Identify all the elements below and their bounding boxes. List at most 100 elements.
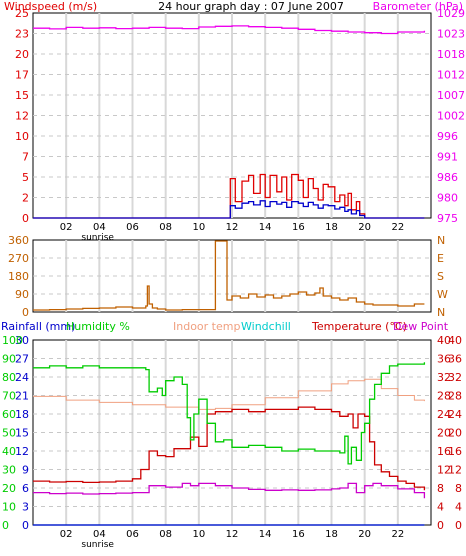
temperature-right-tick-label: 40 xyxy=(437,334,451,347)
temperature-x-tick-label: 20 xyxy=(358,529,371,540)
temperature-right-tick-label: 32 xyxy=(437,371,451,384)
temperature-left-tick-label: 6 xyxy=(22,482,29,495)
wind-right-tick-label: 1029 xyxy=(437,7,465,20)
temperature-right-tick-label: 4 xyxy=(437,501,444,514)
temperature-x-tick-label: 22 xyxy=(391,529,404,540)
temperature-left-tick-label: 27 xyxy=(15,353,29,366)
wind-x-tick-label: 04 xyxy=(93,222,106,233)
temperature-right2-tick-label: 24 xyxy=(448,408,462,421)
wind-x-tick-label: 12 xyxy=(226,222,239,233)
temperature-right-tick-label: 12 xyxy=(437,464,451,477)
temperature-x-tick-label: 12 xyxy=(226,529,239,540)
wind-right-tick-label: 1023 xyxy=(437,28,465,41)
wind-left-tick-label: 10 xyxy=(15,130,29,143)
legend-rainfall: Rainfall (mm) xyxy=(1,320,75,333)
wind-x-tick-label: 10 xyxy=(192,222,205,233)
wind-x-tick-label: 18 xyxy=(325,222,338,233)
temperature-right2-tick-label: 4 xyxy=(455,501,462,514)
graph-title: 24 hour graph day : 07 June 2007 xyxy=(158,0,344,13)
temperature-right-tick-label: 16 xyxy=(437,445,451,458)
wind-direction-line xyxy=(33,240,425,311)
legend-temperature: Temperature (°C) xyxy=(311,320,407,333)
direction-left-tick-label: 360 xyxy=(8,234,29,247)
temperature-x-tick-label: 08 xyxy=(159,529,172,540)
temperature-x-tick-label: 04 xyxy=(93,529,106,540)
wind-right-tick-label: 1002 xyxy=(437,110,465,123)
wind-left-tick-label: 17 xyxy=(15,69,29,82)
humidity-tick-label: 100 xyxy=(2,334,23,347)
windspeed-line xyxy=(33,200,425,219)
legend-indoor-temp: Indoor temp xyxy=(173,320,240,333)
gust-line xyxy=(33,173,425,219)
temperature-right2-tick-label: 36 xyxy=(448,353,462,366)
direction-left-tick-label: 90 xyxy=(15,288,29,301)
temperature-right2-tick-label: 28 xyxy=(448,390,462,403)
humidity-tick-label: 70 xyxy=(2,390,16,403)
legend-humidity: Humidity % xyxy=(66,320,130,333)
wind-right-tick-label: 991 xyxy=(437,151,458,164)
wind-left-tick-label: 23 xyxy=(15,28,29,41)
temperature-right2-tick-label: 12 xyxy=(448,464,462,477)
humidity-tick-label: 40 xyxy=(2,445,16,458)
temperature-left-tick-label: 24 xyxy=(15,371,29,384)
wind-left-tick-label: 7 xyxy=(22,151,29,164)
temperature-x-tick-label: 18 xyxy=(325,529,338,540)
wind-right-tick-label: 975 xyxy=(437,212,458,225)
humidity-tick-label: 90 xyxy=(2,353,16,366)
wind-right-tick-label: 996 xyxy=(437,130,458,143)
direction-right-tick-label: N xyxy=(437,306,445,319)
temperature-right-tick-label: 36 xyxy=(437,353,451,366)
legend-windchill: Windchill xyxy=(241,320,291,333)
temperature-left-tick-label: 15 xyxy=(15,427,29,440)
wind-left-tick-label: 20 xyxy=(15,48,29,61)
temperature-right2-tick-label: 8 xyxy=(455,482,462,495)
wind-right-tick-label: 986 xyxy=(437,171,458,184)
windspeed-title: Windspeed (m/s) xyxy=(4,0,97,13)
wind-x-tick-label: 16 xyxy=(292,222,305,233)
temperature-sunrise-label: sunrise xyxy=(81,540,114,550)
temperature-right2-tick-label: 40 xyxy=(448,334,462,347)
wind-right-tick-label: 1018 xyxy=(437,48,465,61)
wind-sunrise-label: sunrise xyxy=(81,233,114,243)
direction-right-tick-label: S xyxy=(437,270,444,283)
temperature-left-tick-label: 3 xyxy=(22,501,29,514)
temperature-right2-tick-label: 16 xyxy=(448,445,462,458)
temperature-right-tick-label: 28 xyxy=(437,390,451,403)
temperature-left-tick-label: 9 xyxy=(22,464,29,477)
wind-x-tick-label: 20 xyxy=(358,222,371,233)
wind-right-tick-label: 1012 xyxy=(437,69,465,82)
humidity-tick-label: 80 xyxy=(2,371,16,384)
temperature-x-tick-label: 06 xyxy=(126,529,139,540)
humidity-tick-label: 10 xyxy=(2,501,16,514)
temperature-left-tick-label: 12 xyxy=(15,445,29,458)
dew-point-line xyxy=(33,482,426,499)
indoor-temp-line xyxy=(33,378,425,410)
wind-x-tick-label: 22 xyxy=(391,222,404,233)
wind-left-tick-label: 25 xyxy=(15,7,29,20)
barometer-line xyxy=(33,25,426,35)
temperature-right-tick-label: 8 xyxy=(437,482,444,495)
temperature-left-tick-label: 0 xyxy=(22,519,29,532)
temperature-right-tick-label: 20 xyxy=(437,427,451,440)
wind-x-tick-label: 14 xyxy=(259,222,272,233)
temperature-right-tick-label: 24 xyxy=(437,408,451,421)
temperature-left-tick-label: 30 xyxy=(15,334,29,347)
wind-x-tick-label: 02 xyxy=(60,222,73,233)
wind-left-tick-label: 15 xyxy=(15,89,29,102)
wind-left-tick-label: 12 xyxy=(15,110,29,123)
humidity-tick-label: 50 xyxy=(2,427,16,440)
wind-left-tick-label: 0 xyxy=(22,212,29,225)
direction-left-tick-label: 0 xyxy=(22,306,29,319)
direction-right-tick-label: W xyxy=(437,288,448,301)
wind-right-tick-label: 980 xyxy=(437,192,458,205)
humidity-tick-label: 30 xyxy=(2,464,16,477)
humidity-line xyxy=(33,362,426,465)
humidity-tick-label: 60 xyxy=(2,408,16,421)
temperature-x-tick-label: 10 xyxy=(192,529,205,540)
direction-left-tick-label: 270 xyxy=(8,252,29,265)
temperature-right-tick-label: 0 xyxy=(437,519,444,532)
temperature-line xyxy=(33,406,426,491)
temperature-x-tick-label: 16 xyxy=(292,529,305,540)
barometer-title: Barometer (hPa) xyxy=(373,0,463,13)
